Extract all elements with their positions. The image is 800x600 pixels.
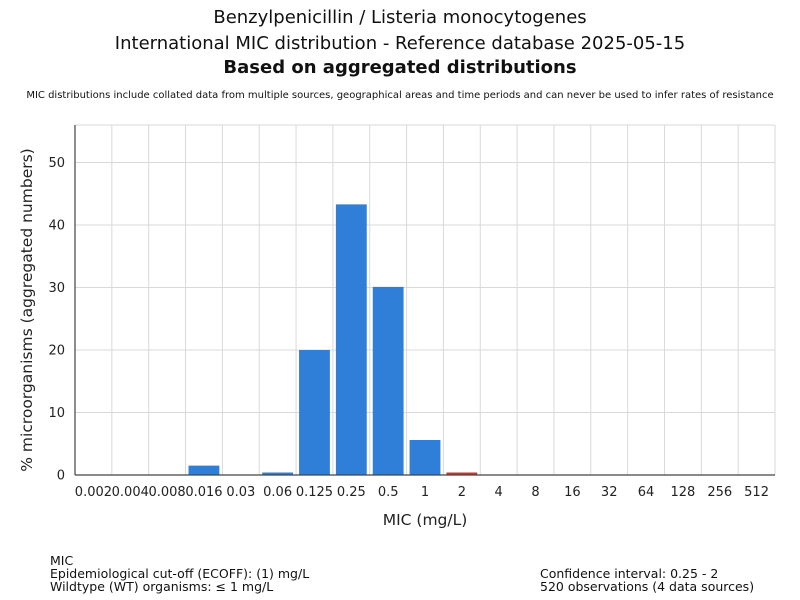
x-tick-label: 128	[670, 485, 695, 500]
x-tick-label: 64	[638, 485, 655, 500]
x-tick-label: 0.002	[75, 485, 112, 500]
x-tick-label: 256	[707, 485, 732, 500]
bar	[446, 472, 478, 475]
chart-title-line1: Benzylpenicillin / Listeria monocytogene…	[213, 7, 587, 28]
bar	[372, 286, 404, 475]
x-tick-label: 0.008	[148, 485, 185, 500]
footer-mic-label: MIC	[50, 553, 74, 568]
x-tick-label: 8	[531, 485, 539, 500]
footer-wildtype: Wildtype (WT) organisms: ≤ 1 mg/L	[50, 579, 274, 594]
x-tick-label: 0.25	[337, 485, 366, 500]
x-tick-label: 1	[421, 485, 429, 500]
footer-right: Confidence interval: 0.25 - 2 520 observ…	[540, 567, 754, 593]
x-tick-label: 4	[495, 485, 503, 500]
x-tick-label: 16	[564, 485, 581, 500]
bar	[299, 350, 330, 475]
y-tick-label: 50	[48, 156, 65, 171]
x-tick-label: 0.06	[263, 485, 292, 500]
bar	[188, 465, 220, 475]
y-tick-label: 20	[48, 344, 65, 359]
footer-confidence-interval: Confidence interval: 0.25 - 2	[540, 566, 719, 581]
y-tick-label: 30	[48, 281, 65, 296]
y-tick-label: 0	[57, 469, 65, 484]
bar	[335, 204, 367, 475]
x-tick-label: 0.004	[112, 485, 149, 500]
x-axis-label: MIC (mg/L)	[383, 511, 468, 529]
x-tick-label: 0.03	[226, 485, 255, 500]
x-tick-label: 0.125	[296, 485, 333, 500]
x-tick-label: 512	[744, 485, 769, 500]
bar	[409, 440, 441, 475]
x-tick-label: 32	[601, 485, 618, 500]
y-axis-label: % microorganisms (aggregated numbers)	[18, 148, 36, 471]
x-tick-label: 0.5	[378, 485, 399, 500]
y-tick-label: 40	[48, 219, 65, 234]
chart-title-line3: Based on aggregated distributions	[223, 57, 577, 78]
x-tick-label: 0.016	[185, 485, 222, 500]
x-tick-label: 2	[458, 485, 466, 500]
chart-subtitle: MIC distributions include collated data …	[26, 90, 774, 101]
chart-title-line2: International MIC distribution - Referen…	[114, 33, 686, 54]
footer-ecoff: Epidemiological cut-off (ECOFF): (1) mg/…	[50, 566, 310, 581]
footer-observations: 520 observations (4 data sources)	[540, 579, 755, 594]
footer-left: MIC Epidemiological cut-off (ECOFF): (1)…	[50, 554, 309, 593]
bar	[262, 472, 294, 475]
y-tick-label: 10	[48, 406, 65, 421]
